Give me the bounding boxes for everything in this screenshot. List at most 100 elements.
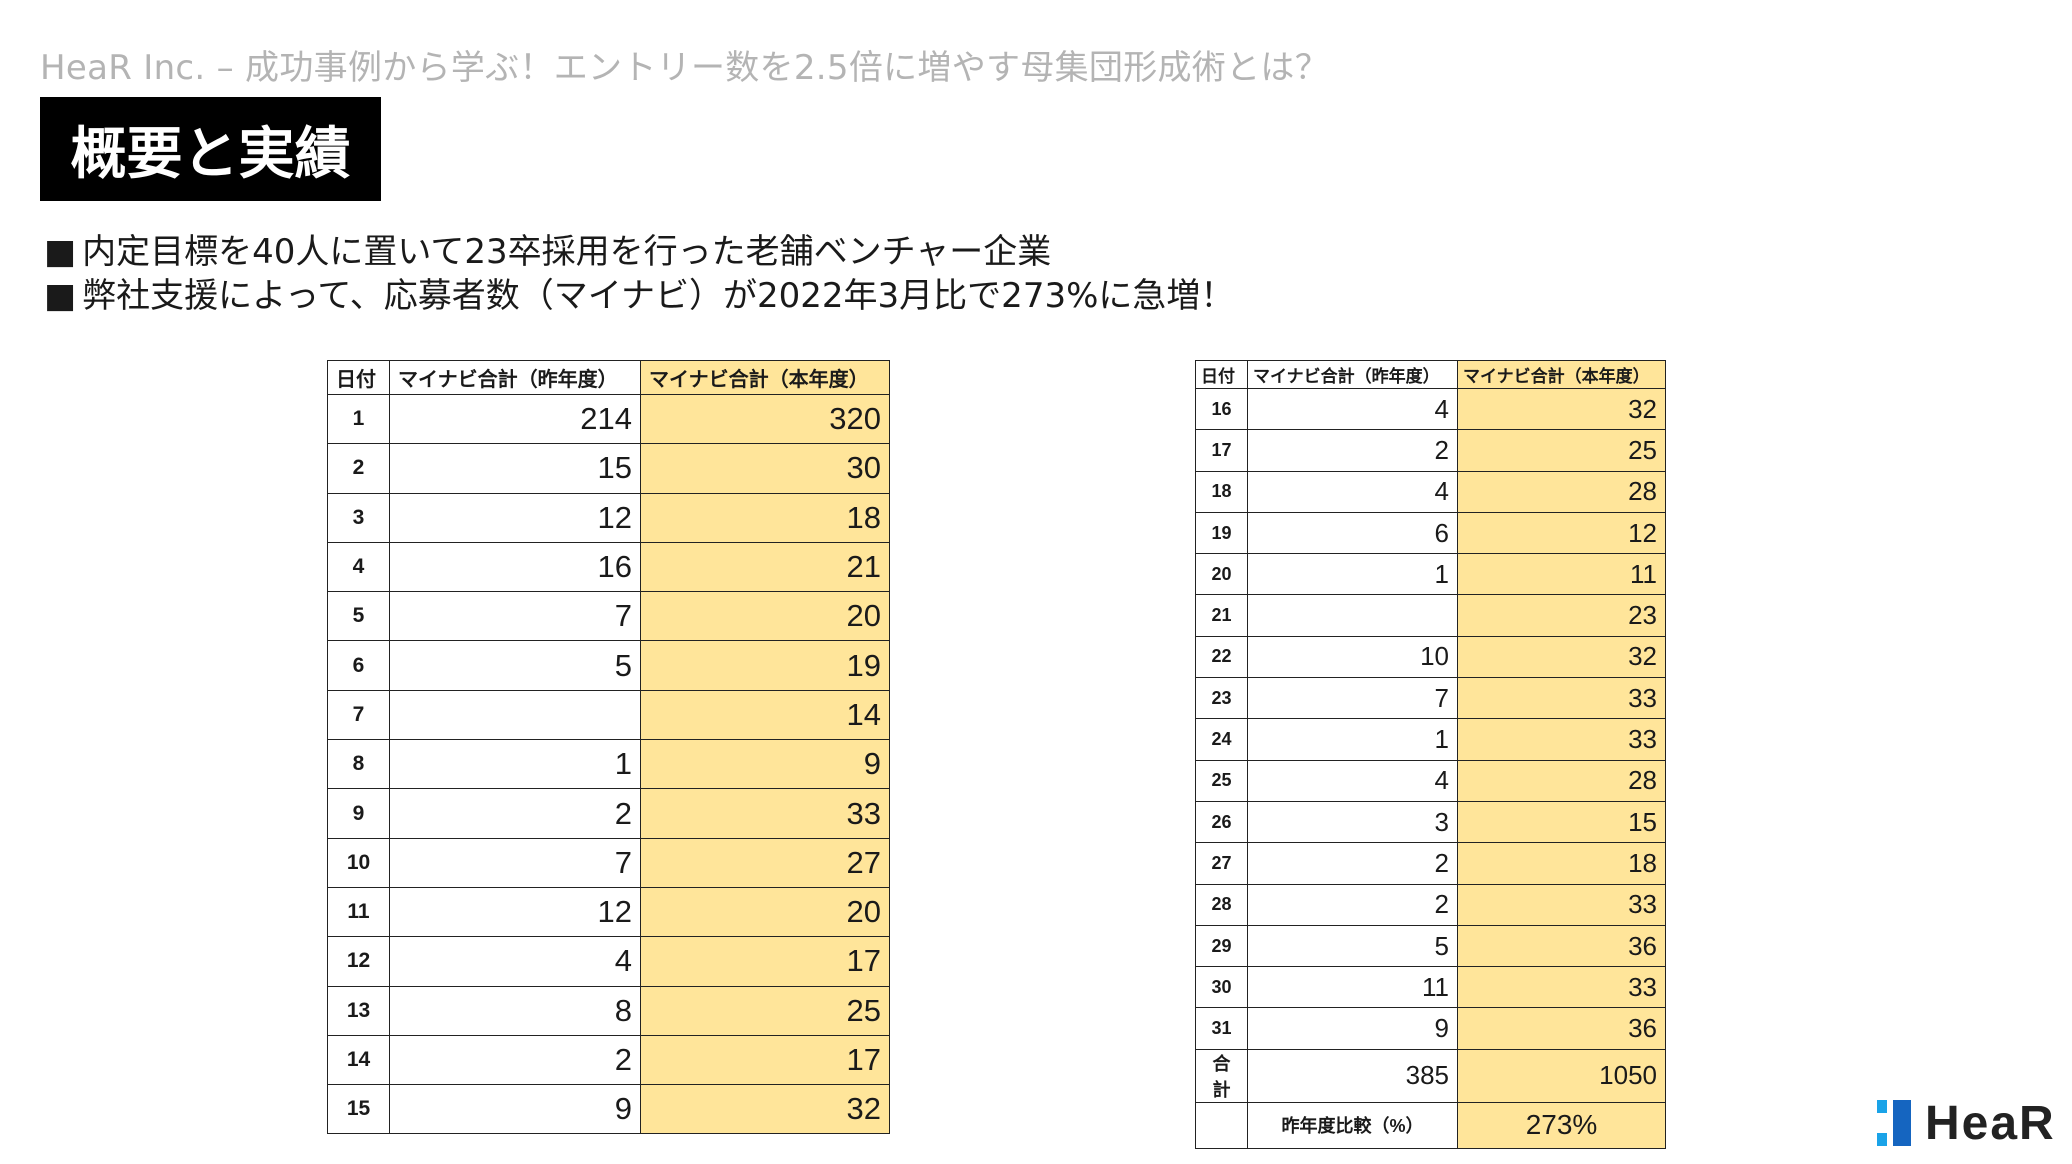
table-row: 28 2 33 [1195, 883, 1666, 926]
prev-year-cell: 4 [1247, 387, 1458, 431]
current-year-cell: 21 [640, 541, 890, 593]
prev-year-cell: 12 [389, 492, 641, 543]
bullet-item: ■ 内定目標を40人に置いて23卒採用を行った老舗ベンチャー企業 [44, 230, 1234, 274]
table-row: 12 4 17 [327, 936, 890, 987]
logo-text: HeaR [1925, 1096, 2056, 1150]
current-year-cell: 32 [640, 1084, 890, 1135]
day-cell: 1 [327, 393, 390, 445]
current-year-cell: 18 [1457, 842, 1666, 885]
prev-year-cell: 7 [389, 837, 641, 888]
current-year-cell: 32 [1457, 387, 1666, 431]
table-row: 15 9 32 [327, 1084, 890, 1135]
day-cell: 29 [1195, 924, 1248, 968]
prev-year-cell: 2 [1247, 883, 1458, 926]
total-label: 合計 [1195, 1048, 1248, 1103]
day-cell: 11 [327, 886, 390, 938]
prev-year-cell: 6 [1247, 511, 1458, 555]
table-row: 1 214 320 [327, 393, 890, 445]
prev-year-cell: 8 [389, 985, 641, 1036]
current-year-cell: 33 [1457, 966, 1666, 1009]
table-row: 11 12 20 [327, 886, 890, 938]
table-row: 7 14 [327, 689, 890, 741]
day-cell: 7 [327, 689, 390, 741]
current-year-cell: 25 [1457, 429, 1666, 472]
day-cell: 14 [327, 1034, 390, 1086]
day-cell: 5 [327, 591, 390, 642]
day-cell: 30 [1195, 966, 1248, 1009]
header-prev-year: マイナビ合計（昨年度） [1247, 360, 1458, 389]
day-cell: 8 [327, 739, 390, 790]
prev-year-cell: 2 [389, 788, 641, 839]
day-cell: 21 [1195, 594, 1248, 637]
day-cell: 12 [327, 936, 390, 987]
day-cell: 9 [327, 788, 390, 839]
day-cell: 25 [1195, 759, 1248, 802]
bullet-item: ■ 弊社支援によって、応募者数（マイナビ）が2022年3月比で273%に急増！ [44, 274, 1234, 318]
bullet-text: 内定目標を40人に置いて23卒採用を行った老舗ベンチャー企業 [82, 232, 1052, 272]
current-year-cell: 11 [1457, 553, 1666, 596]
table-row: 30 11 33 [1195, 966, 1666, 1009]
day-cell: 27 [1195, 842, 1248, 885]
day-cell: 26 [1195, 800, 1248, 844]
table-row: 10 7 27 [327, 837, 890, 888]
header-current-year: マイナビ合計（本年度） [640, 360, 890, 395]
prev-year-cell: 4 [389, 936, 641, 987]
table-row: 26 3 15 [1195, 800, 1666, 844]
table-row: 31 9 36 [1195, 1007, 1666, 1050]
current-year-cell: 33 [640, 788, 890, 839]
prev-year-cell: 2 [389, 1034, 641, 1086]
total-row: 合計 385 1050 [1195, 1048, 1666, 1103]
current-year-cell: 20 [640, 886, 890, 938]
ratio-empty-cell [1195, 1101, 1248, 1149]
prev-year-cell [389, 689, 641, 741]
current-year-cell: 32 [1457, 635, 1666, 679]
ratio-row: 昨年度比較（%） 273% [1195, 1101, 1666, 1149]
current-year-cell: 19 [640, 640, 890, 691]
table-row: 29 5 36 [1195, 924, 1666, 968]
table-row: 14 2 17 [327, 1034, 890, 1086]
day-cell: 18 [1195, 470, 1248, 513]
table-row: 22 10 32 [1195, 635, 1666, 679]
current-year-cell: 25 [640, 985, 890, 1036]
applicants-table-days-16-31: 日付 マイナビ合計（昨年度） マイナビ合計（本年度） 16 4 32 17 2 25 18 4… [1195, 360, 1666, 1149]
page-title: 概要と実績 [70, 121, 351, 187]
prev-year-cell: 12 [389, 886, 641, 938]
day-cell: 3 [327, 492, 390, 543]
current-year-cell: 9 [640, 739, 890, 790]
current-year-cell: 33 [1457, 677, 1666, 720]
day-cell: 24 [1195, 718, 1248, 761]
current-year-cell: 18 [640, 492, 890, 543]
bullet-square-icon: ■ [44, 232, 77, 272]
prev-year-cell: 1 [389, 739, 641, 790]
table-header-row: 日付 マイナビ合計（昨年度） マイナビ合計（本年度） [1195, 360, 1666, 389]
table-row: 17 2 25 [1195, 429, 1666, 472]
day-cell: 19 [1195, 511, 1248, 555]
bullet-list: ■ 内定目標を40人に置いて23卒採用を行った老舗ベンチャー企業 ■ 弊社支援によっ… [44, 230, 1234, 318]
table-row: 20 1 11 [1195, 553, 1666, 596]
table-row: 5 7 20 [327, 591, 890, 642]
current-year-cell: 320 [640, 393, 890, 445]
title-banner: 概要と実績 [40, 97, 381, 201]
prev-year-cell: 4 [1247, 759, 1458, 802]
total-current-year: 1050 [1457, 1048, 1666, 1103]
bullet-square-icon: ■ [44, 276, 77, 316]
table-row: 18 4 28 [1195, 470, 1666, 513]
prev-year-cell: 7 [389, 591, 641, 642]
hear-logo: HeaR [1877, 1097, 2056, 1150]
day-cell: 4 [327, 541, 390, 593]
current-year-cell: 23 [1457, 594, 1666, 637]
applicants-table-days-1-15: 日付 マイナビ合計（昨年度） マイナビ合計（本年度） 1 214 320 2 15 30 3… [327, 360, 890, 1135]
day-cell: 13 [327, 985, 390, 1036]
table-row: 27 2 18 [1195, 842, 1666, 885]
prev-year-cell: 4 [1247, 470, 1458, 513]
current-year-cell: 15 [1457, 800, 1666, 844]
table-row: 24 1 33 [1195, 718, 1666, 761]
day-cell: 28 [1195, 883, 1248, 926]
table-row: 19 6 12 [1195, 511, 1666, 555]
header-date: 日付 [1195, 360, 1248, 389]
day-cell: 2 [327, 443, 390, 494]
table-header-row: 日付 マイナビ合計（昨年度） マイナビ合計（本年度） [327, 360, 890, 395]
current-year-cell: 28 [1457, 470, 1666, 513]
table-row: 3 12 18 [327, 492, 890, 543]
day-cell: 31 [1195, 1007, 1248, 1050]
